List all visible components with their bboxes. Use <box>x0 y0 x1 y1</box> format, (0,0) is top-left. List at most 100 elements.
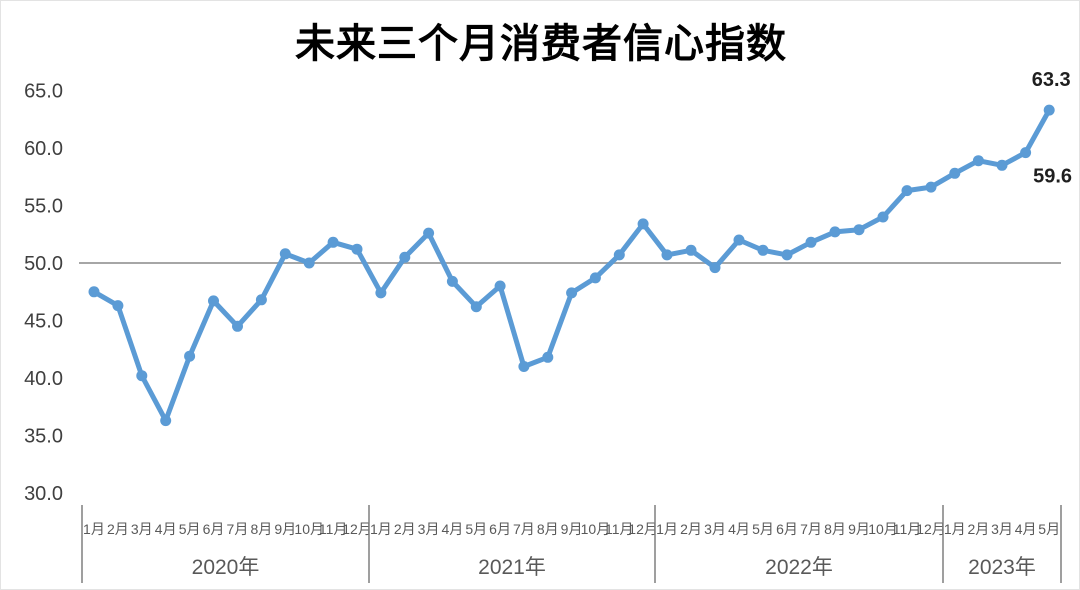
x-axis-month-label: 9月 <box>848 521 870 537</box>
x-axis-month-label: 2月 <box>107 521 129 537</box>
data-point <box>232 320 243 332</box>
x-axis-month-label: 10月 <box>294 521 324 537</box>
x-axis-month-label: 3月 <box>991 521 1013 537</box>
data-point <box>542 351 554 363</box>
data-point-value-label: 63.3 <box>1032 69 1071 91</box>
data-point <box>112 300 124 312</box>
data-point <box>589 272 601 284</box>
x-axis-year-label: 2021年 <box>478 556 546 579</box>
x-axis-month-label: 12月 <box>628 521 658 537</box>
x-axis-year-label: 2020年 <box>192 556 260 579</box>
x-axis-month-label: 5月 <box>752 521 774 537</box>
x-axis-month-label: 4月 <box>728 521 750 537</box>
x-axis-year-label: 2023年 <box>968 556 1036 579</box>
data-point <box>1020 147 1032 159</box>
data-point <box>972 155 984 167</box>
data-point <box>494 280 506 292</box>
data-point <box>685 244 697 256</box>
x-axis-month-label: 3月 <box>131 521 153 537</box>
data-point <box>877 211 889 223</box>
data-point <box>446 275 458 287</box>
data-point <box>423 227 435 239</box>
x-axis-month-label: 1月 <box>83 521 105 537</box>
data-point <box>160 415 172 427</box>
y-axis-tick-label: 55.0 <box>24 196 63 218</box>
x-axis-month-label: 2月 <box>968 521 990 537</box>
data-point <box>757 244 769 256</box>
data-point <box>805 236 817 248</box>
x-axis-year-label: 2022年 <box>765 556 833 579</box>
x-axis-month-label: 5月 <box>1038 521 1060 537</box>
x-axis-month-label: 11月 <box>319 521 348 537</box>
x-axis-month-label: 10月 <box>581 521 611 537</box>
x-axis-month-label: 7月 <box>227 521 249 537</box>
y-axis-tick-label: 30.0 <box>24 483 63 505</box>
data-point <box>255 294 267 306</box>
x-axis-month-label: 12月 <box>916 521 946 537</box>
data-point <box>637 218 649 230</box>
x-axis-month-label: 9月 <box>274 521 296 537</box>
x-axis-month-label: 8月 <box>824 521 846 537</box>
y-axis-tick-label: 40.0 <box>24 368 63 390</box>
y-axis-tick-label: 65.0 <box>24 81 63 103</box>
data-point <box>88 286 100 298</box>
y-axis-tick-label: 60.0 <box>24 138 63 160</box>
x-axis-month-label: 4月 <box>1015 521 1037 537</box>
x-axis-month-label: 8月 <box>250 521 272 537</box>
data-point <box>829 226 841 238</box>
x-axis-month-label: 4月 <box>155 521 177 537</box>
data-point <box>279 248 291 260</box>
data-point <box>327 236 339 248</box>
x-axis-month-label: 3月 <box>704 521 726 537</box>
data-point <box>949 167 961 179</box>
data-point <box>853 224 865 236</box>
data-line <box>91 107 1052 424</box>
data-point <box>399 251 411 263</box>
y-axis-tick-label: 35.0 <box>24 426 63 448</box>
data-point <box>208 295 219 307</box>
data-point <box>351 243 363 255</box>
data-point <box>613 249 625 261</box>
data-point <box>518 361 530 372</box>
x-axis-month-label: 1月 <box>944 521 966 537</box>
data-point <box>1043 104 1055 116</box>
x-axis-month-label: 12月 <box>342 521 372 537</box>
data-point <box>901 185 913 197</box>
x-axis-month-label: 2月 <box>680 521 702 537</box>
x-axis-month-label: 11月 <box>893 521 922 537</box>
data-point <box>566 287 578 299</box>
y-axis-tick-label: 45.0 <box>24 311 63 333</box>
x-axis-month-label: 1月 <box>656 521 678 537</box>
x-axis-month-label: 2月 <box>394 521 416 537</box>
data-point <box>733 234 745 246</box>
x-axis-month-label: 6月 <box>203 521 225 537</box>
x-axis-month-label: 5月 <box>179 521 201 537</box>
x-axis-month-label: 6月 <box>776 521 798 537</box>
data-point <box>470 301 482 313</box>
data-point-value-label: 59.6 <box>1033 166 1072 188</box>
y-axis-tick-label: 50.0 <box>24 253 63 275</box>
data-point <box>925 181 937 193</box>
data-point <box>996 159 1008 171</box>
data-point <box>661 249 673 261</box>
data-point <box>136 370 148 382</box>
x-axis-month-label: 7月 <box>800 521 822 537</box>
x-axis-month-label: 5月 <box>465 521 487 537</box>
chart-title: 未来三个月消费者信心指数 <box>295 22 787 66</box>
x-axis-month-label: 7月 <box>513 521 535 537</box>
data-point <box>303 257 315 269</box>
data-point <box>375 287 387 299</box>
x-axis-month-label: 11月 <box>605 521 634 537</box>
x-axis-month-label: 3月 <box>418 521 440 537</box>
data-point <box>184 350 196 362</box>
x-axis-month-label: 6月 <box>489 521 511 537</box>
x-axis-month-label: 4月 <box>442 521 464 537</box>
data-point <box>709 262 721 274</box>
data-point <box>781 249 793 261</box>
x-axis-month-label: 8月 <box>537 521 559 537</box>
x-axis-month-label: 10月 <box>868 521 898 537</box>
x-axis-month-label: 1月 <box>370 521 392 537</box>
x-axis-month-label: 9月 <box>561 521 583 537</box>
